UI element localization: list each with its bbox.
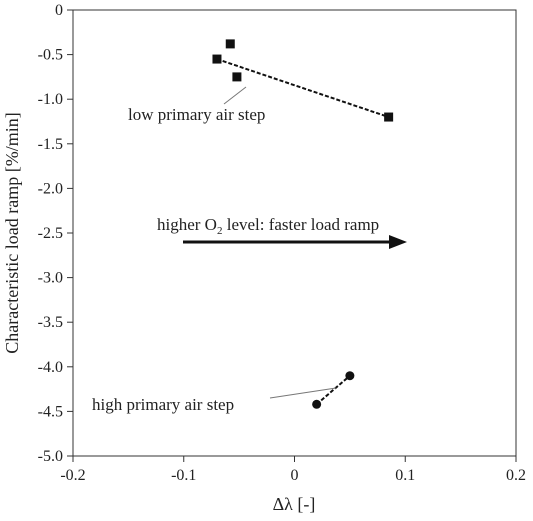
arrow-annotation-text: higher O2 level: faster load ramp: [157, 215, 379, 237]
trendlines: [216, 58, 389, 406]
data-point-circle: [312, 399, 322, 409]
arrow-text-subscript: 2: [217, 225, 223, 237]
arrow-head-icon: [389, 235, 407, 249]
y-tick-label: -2.0: [38, 180, 63, 197]
x-tick-label: 0.1: [395, 467, 415, 484]
x-axis-title: Δλ [-]: [273, 494, 316, 514]
data-point-square: [232, 72, 242, 82]
data-point-square: [225, 39, 235, 49]
y-tick-label: -1.5: [38, 136, 63, 153]
trendline-series-2: [315, 374, 351, 406]
arrow-text-prefix: higher O: [157, 215, 217, 234]
trendline-series-1: [216, 58, 389, 118]
y-tick-label: -1.0: [38, 91, 63, 108]
y-axis-ticks: 0 -0.5 -1.0 -1.5 -2.0 -2.5 -3.0 -3.5 -4.0 -4.5 -5.…: [38, 2, 73, 465]
x-axis-ticks: -0.2 -0.1 0 0.1 0.2: [60, 456, 526, 484]
data-point-square: [212, 54, 222, 64]
data-point-square: [384, 112, 394, 122]
y-tick-label: -2.5: [38, 225, 63, 242]
y-tick-label: -5.0: [38, 448, 63, 465]
high-primary-air-label: high primary air step: [92, 395, 234, 414]
y-axis-title: Characteristic load ramp [%/min]: [2, 112, 22, 353]
data-points: [212, 39, 394, 409]
x-tick-label: -0.2: [60, 467, 85, 484]
y-tick-label: -4.0: [38, 359, 63, 376]
low-primary-air-label: low primary air step: [128, 105, 265, 124]
x-tick-label: 0: [291, 467, 299, 484]
y-tick-label: -4.5: [38, 403, 63, 420]
y-tick-label: 0: [55, 2, 63, 19]
y-tick-label: -3.5: [38, 314, 63, 331]
x-tick-label: 0.2: [506, 467, 526, 484]
data-point-circle: [345, 371, 355, 381]
y-tick-label: -3.0: [38, 270, 63, 287]
low-label-leader-line: [223, 86, 247, 105]
y-tick-label: -0.5: [38, 47, 63, 64]
arrow-text-suffix: level: faster load ramp: [222, 215, 379, 234]
high-label-leader-line: [269, 387, 337, 399]
x-tick-label: -0.1: [171, 467, 196, 484]
